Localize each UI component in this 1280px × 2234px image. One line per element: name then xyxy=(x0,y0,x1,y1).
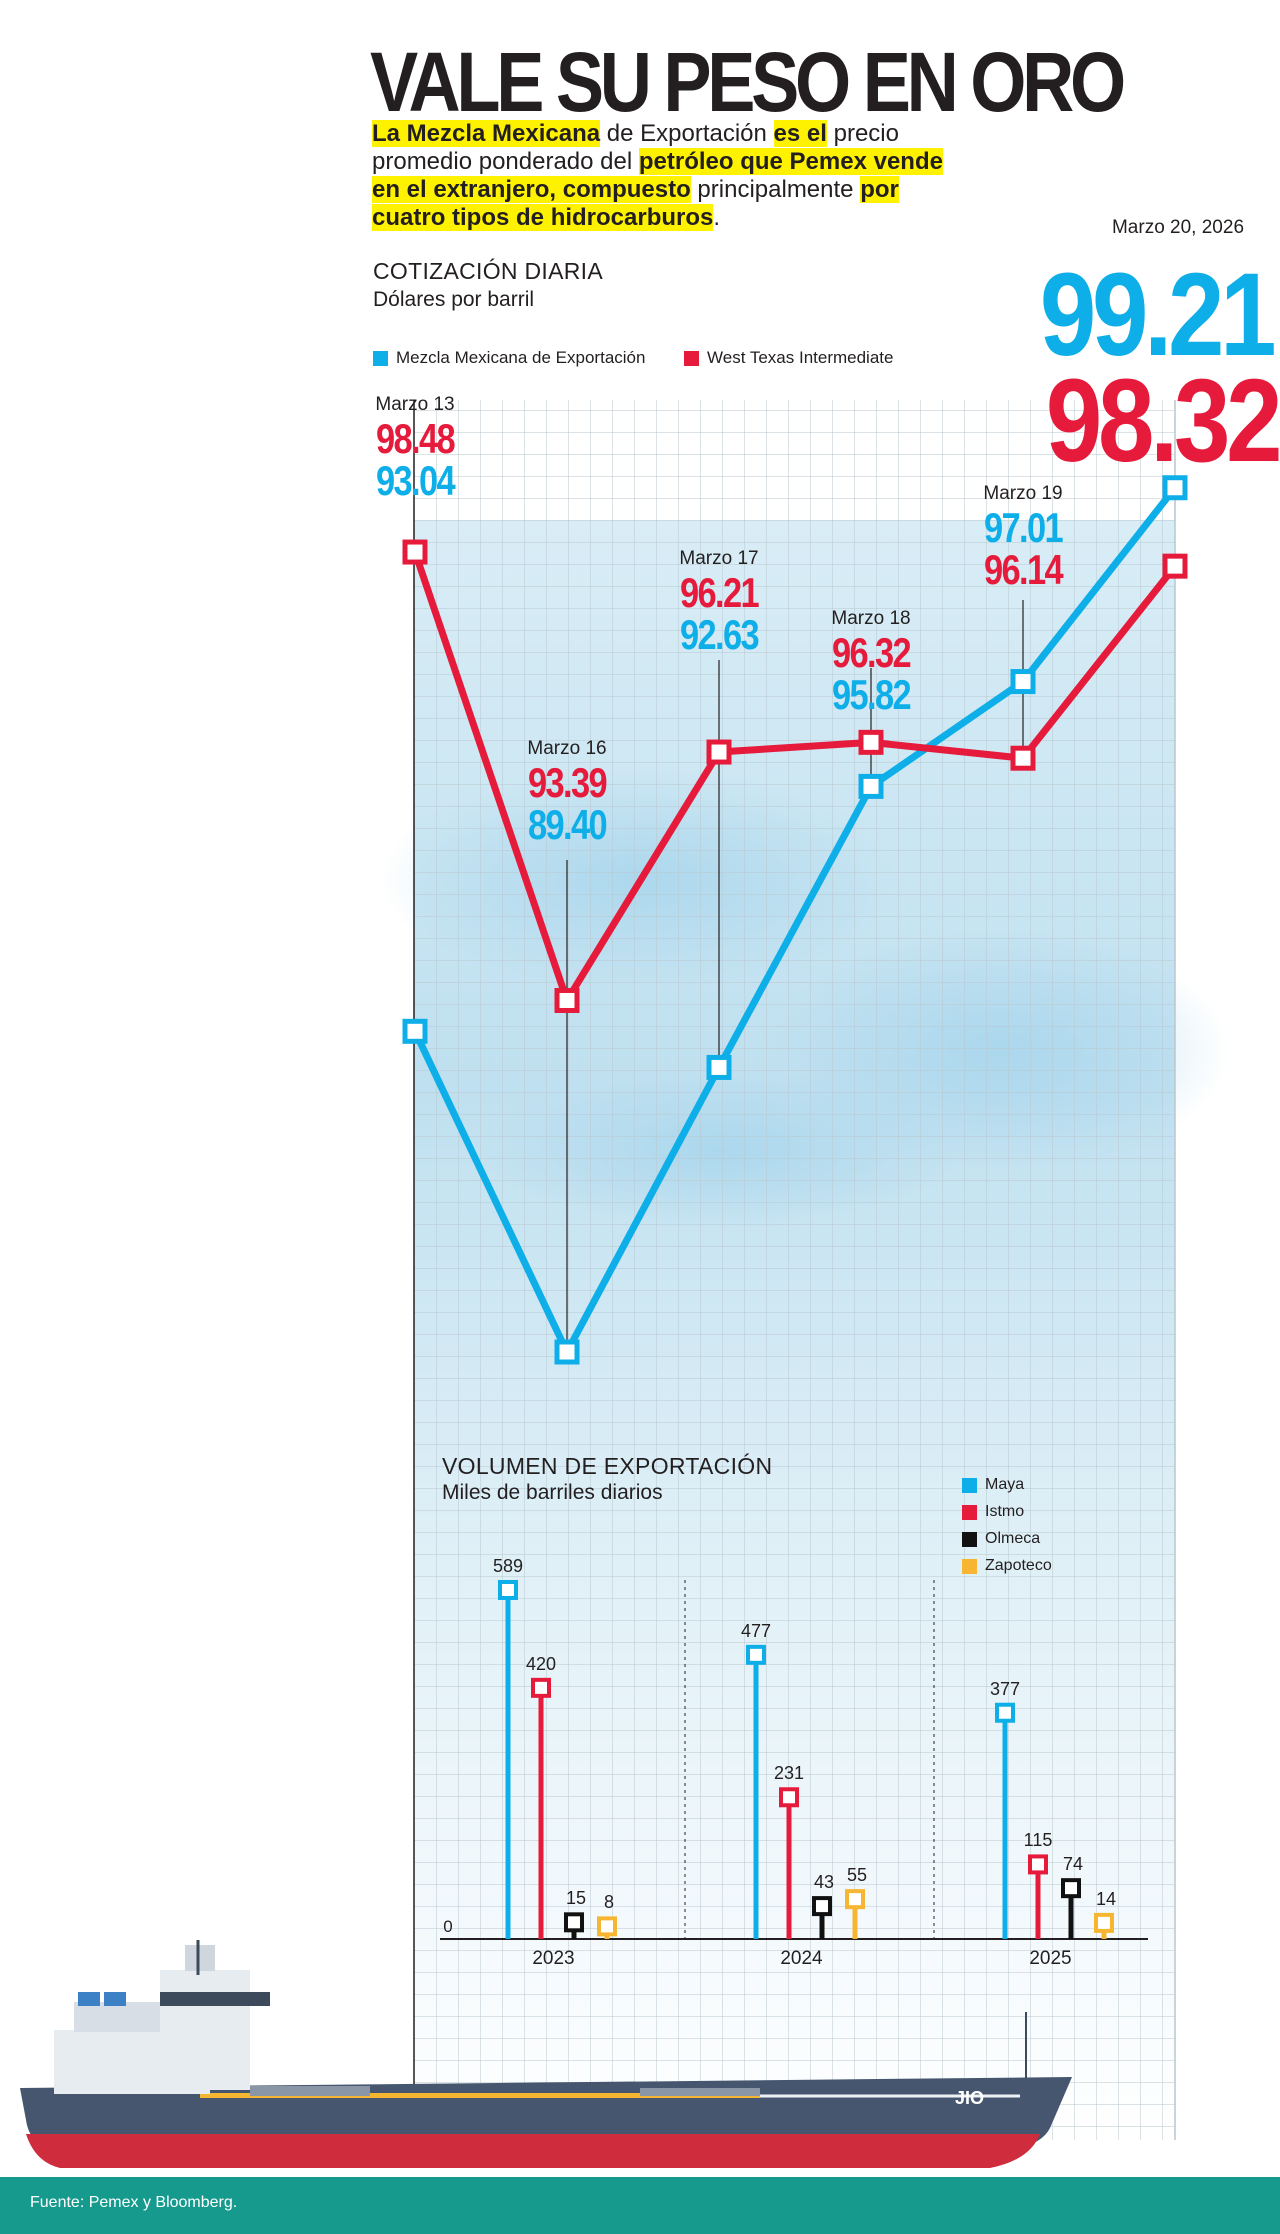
value-label-wti: 93.39 xyxy=(528,759,608,806)
legend-swatch-mezcla xyxy=(373,350,388,366)
line-chart xyxy=(402,475,1188,1365)
intro-segment: precio promedio ponderado del xyxy=(372,120,899,175)
value-label-wti: 98.48 xyxy=(376,415,456,462)
bar-head-maya xyxy=(498,1580,518,1600)
legend-swatch-maya xyxy=(962,1477,977,1493)
legend-swatch-istmo xyxy=(962,1504,977,1520)
volume-section-title: VOLUMEN DE EXPORTACIÓN xyxy=(442,1453,773,1479)
grid-background xyxy=(380,400,1230,2140)
bar-value-maya: 589 xyxy=(492,1556,524,1576)
intro-segment: de Exportación xyxy=(600,120,774,147)
value-label-mezcla: 89.40 xyxy=(528,801,608,848)
legend-swatch-olmeca xyxy=(962,1531,977,1547)
bar-value-olmeca: 15 xyxy=(565,1888,587,1909)
bar-value-zapoteco: 14 xyxy=(1095,1888,1117,1909)
intro-segment: principalmente xyxy=(690,176,861,203)
point-wti xyxy=(858,729,884,755)
series-line-wti xyxy=(411,550,1178,1004)
ship-name: JIO xyxy=(955,2088,984,2108)
intro-segment: petróleo que Pemex vende en el extranjer… xyxy=(372,148,943,203)
bar-value-istmo: 231 xyxy=(773,1763,805,1784)
bar-head-zapoteco xyxy=(845,1889,865,1910)
bar-head-istmo xyxy=(531,1677,551,1698)
point-mezcla xyxy=(706,1054,732,1080)
value-label-mezcla: 95.82 xyxy=(832,671,912,718)
date-label: Marzo 16 xyxy=(527,738,607,759)
bar-head-maya xyxy=(746,1644,766,1665)
ship-illustration: JIO xyxy=(20,1940,1072,2168)
legend-label-istmo: Istmo xyxy=(985,1503,1025,1520)
legend-item-istmo: Istmo xyxy=(962,1503,1024,1521)
category-label: 2024 xyxy=(780,1948,823,1969)
bar-value-maya: 477 xyxy=(740,1620,772,1641)
category-label: 2025 xyxy=(1029,1948,1072,1969)
date-label-last: Marzo 20, 2026 xyxy=(1111,217,1245,238)
daily-section-subtitle: Dólares por barril xyxy=(373,288,535,311)
value-label-wti: 96.21 xyxy=(680,569,760,616)
legend-label-mezcla: Mezcla Mexicana de Exportación xyxy=(396,348,646,367)
legend-item-mezcla: Mezcla Mexicana de Exportación xyxy=(373,348,645,368)
legend-label-olmeca: Olmeca xyxy=(985,1530,1041,1547)
legend-label-maya: Maya xyxy=(985,1476,1025,1493)
bar-value-zapoteco: 8 xyxy=(603,1892,615,1913)
bar-value-maya: 377 xyxy=(989,1678,1021,1699)
point-wti xyxy=(1162,553,1188,579)
date-label: Marzo 18 xyxy=(831,608,911,629)
volume-section-subtitle: Miles de barriles diarios xyxy=(442,1481,663,1504)
date-label: Marzo 13 xyxy=(375,394,455,415)
point-mezcla xyxy=(554,1339,580,1365)
footer-bar: Fuente: Pemex y Bloomberg. xyxy=(0,2177,1280,2234)
date-label: Marzo 17 xyxy=(679,548,759,569)
legend-swatch-wti xyxy=(684,350,699,366)
intro-segment: es el xyxy=(773,120,827,147)
source-note: Fuente: Pemex y Bloomberg. xyxy=(30,2194,238,2211)
point-wti xyxy=(706,739,732,765)
intro-segment: La Mezcla Mexicana xyxy=(372,120,601,147)
bar-head-olmeca xyxy=(812,1896,832,1917)
bar-head-zapoteco xyxy=(597,1916,617,1937)
bar-head-istmo xyxy=(779,1787,799,1808)
point-wti xyxy=(402,539,428,565)
bar-head-olmeca xyxy=(1061,1878,1081,1899)
value-label-mezcla: 97.01 xyxy=(984,504,1064,551)
value-label-wti: 96.32 xyxy=(832,629,912,676)
bar-value-olmeca: 43 xyxy=(813,1872,835,1893)
point-mezcla xyxy=(858,773,884,799)
page-title: VALE SU PESO EN ORO xyxy=(370,35,1126,129)
legend-item-olmeca: Olmeca xyxy=(962,1530,1040,1548)
value-label-mezcla: 92.63 xyxy=(680,611,760,658)
bar-value-istmo: 115 xyxy=(1023,1830,1053,1851)
intro-segment: . xyxy=(713,204,721,231)
daily-section-title: COTIZACIÓN DIARIA xyxy=(373,258,604,284)
big-value-mezcla: 99.21 xyxy=(1039,249,1277,381)
bar-head-zapoteco xyxy=(1094,1912,1114,1933)
bar-chart xyxy=(440,1580,1148,1940)
bar-head-istmo xyxy=(1028,1854,1048,1875)
intro-text: La Mezcla Mexicana de Exportación es el … xyxy=(372,120,972,232)
point-mezcla xyxy=(402,1018,428,1044)
series-line-mezcla xyxy=(411,485,1178,1356)
legend-item-zapoteco: Zapoteco xyxy=(962,1557,1052,1575)
point-mezcla xyxy=(1162,475,1188,501)
value-label-wti: 96.14 xyxy=(984,546,1064,593)
date-label: Marzo 19 xyxy=(983,483,1063,504)
legend-label-wti: West Texas Intermediate xyxy=(707,348,894,367)
legend-label-zapoteco: Zapoteco xyxy=(985,1557,1052,1574)
bar-head-olmeca xyxy=(564,1912,584,1933)
legend-swatch-zapoteco xyxy=(962,1558,977,1574)
bar-value-olmeca: 74 xyxy=(1062,1854,1084,1875)
big-value-wti: 98.32 xyxy=(1045,355,1280,487)
category-label: 2023 xyxy=(532,1948,575,1969)
zero-label: 0 xyxy=(443,1917,453,1936)
legend-item-wti: West Texas Intermediate xyxy=(684,348,893,368)
point-wti xyxy=(1010,745,1036,771)
bar-head-maya xyxy=(995,1702,1015,1723)
legend-item-maya: Maya xyxy=(962,1476,1024,1494)
point-wti xyxy=(554,987,580,1013)
point-mezcla xyxy=(1010,669,1036,695)
bar-value-zapoteco: 55 xyxy=(846,1865,868,1886)
value-label-mezcla: 93.04 xyxy=(376,457,456,504)
bar-value-istmo: 420 xyxy=(525,1653,557,1674)
